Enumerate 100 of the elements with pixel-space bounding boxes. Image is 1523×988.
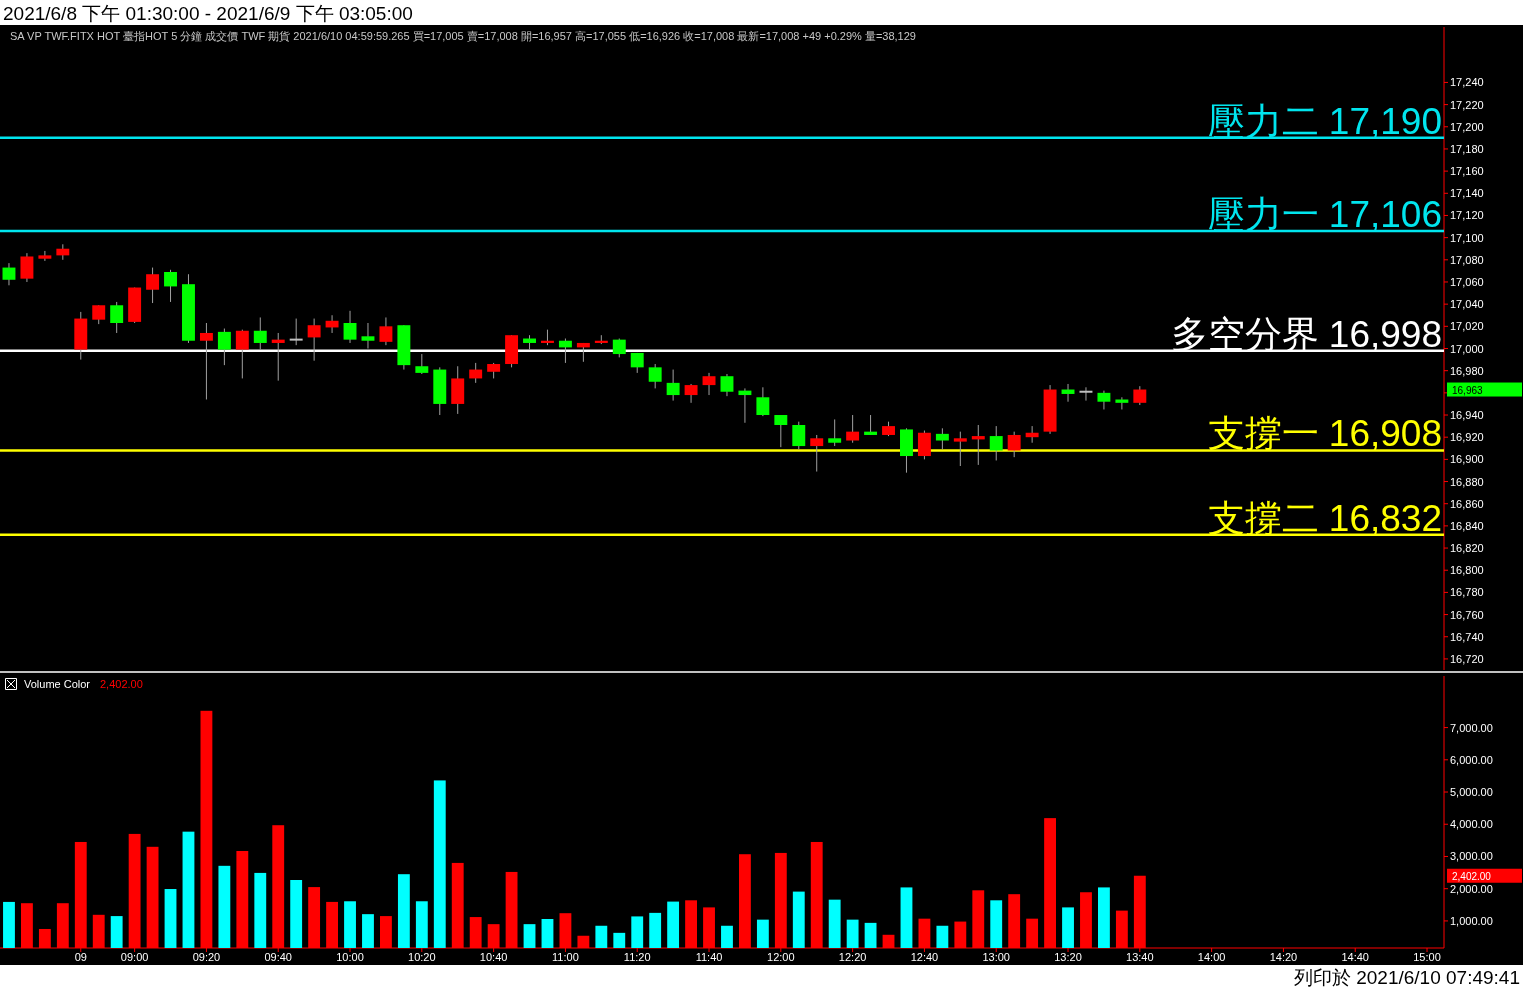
x-tick-label: 14:00	[1197, 951, 1226, 963]
candlestick	[774, 414, 788, 448]
candlestick	[379, 316, 393, 346]
y-tick-label: 17,120	[1450, 209, 1484, 222]
candlestick	[1078, 386, 1094, 402]
y-tick-label: 16,720	[1450, 652, 1484, 665]
x-tick-label: 09:40	[264, 951, 292, 963]
y-tick-label: 17,140	[1450, 187, 1484, 200]
y-tick-label: 17,060	[1450, 275, 1484, 288]
y-tick-label: 16,760	[1450, 608, 1484, 621]
y-tick-label: 7,000.00	[1450, 721, 1493, 734]
x-tick-label: 15:00	[1413, 951, 1441, 963]
y-tick-label: 17,160	[1450, 165, 1484, 178]
candlestick	[271, 332, 285, 382]
annotation: 2,402.00	[100, 678, 143, 690]
y-tick-label: 16,740	[1450, 630, 1484, 643]
candlestick	[1133, 385, 1147, 406]
candlestick	[469, 362, 483, 384]
chart-subtitle: SA VP TWF.FITX HOT 臺指HOT 5 分鐘 成交價 TWF 期貨 2021/6/10 04:59:59.265 買=17,005 賣=17,008 開=16,957 高=17,055 低=16,926 收=17,008 最新=17,008 +49 +0.29% 量=38,129	[10, 30, 916, 42]
y-tick-label: 17,100	[1450, 231, 1484, 244]
candlestick	[1025, 425, 1039, 444]
y-tick-label: 16,800	[1450, 564, 1484, 577]
candlestick	[110, 301, 124, 334]
x-tick-label: 12:20	[838, 951, 867, 963]
x-tick-label: 11:00	[552, 951, 579, 963]
y-tick-label: 1,000.00	[1450, 914, 1493, 927]
x-tick-label: 11:20	[623, 951, 651, 963]
y-tick-label: 4,000.00	[1450, 818, 1493, 831]
candlestick	[846, 414, 860, 444]
text: 2,402.00	[1452, 870, 1492, 882]
ref-line-label: 支撐一 16,908	[1207, 413, 1442, 455]
candlestick	[361, 322, 375, 349]
x-tick-label: 09	[74, 951, 87, 963]
candlestick	[307, 318, 321, 362]
candlestick	[343, 310, 357, 344]
x-tick-label: 13:40	[1126, 951, 1154, 963]
y-tick-label: 5,000.00	[1450, 786, 1493, 799]
candlestick	[1007, 431, 1021, 458]
candlestick	[217, 328, 231, 366]
text: 16,963	[1452, 384, 1484, 396]
candlestick	[953, 431, 967, 467]
ref-line-label: 壓力一 17,106	[1207, 193, 1442, 235]
y-tick-label: 17,240	[1450, 76, 1484, 89]
candlestick	[917, 430, 931, 460]
candlestick	[828, 418, 842, 447]
candlestick	[146, 267, 160, 304]
x-tick-label: 14:40	[1341, 951, 1369, 963]
candlestick	[38, 250, 52, 262]
x-tick-label: 13:00	[982, 951, 1010, 963]
candlestick	[1097, 390, 1111, 410]
x-tick-label: 14:20	[1269, 951, 1298, 963]
x-tick-label: 12:40	[910, 951, 939, 963]
candlestick	[415, 353, 429, 375]
candlestick	[164, 269, 177, 303]
y-tick-label: 16,980	[1450, 364, 1484, 377]
chart-title: 2021/6/8 下午 01:30:00 - 2021/6/9 下午 03:05:00	[3, 3, 413, 24]
candlestick	[864, 414, 878, 436]
chart-title: Volume Color	[24, 678, 91, 690]
candlestick	[989, 425, 1003, 461]
candlestick	[20, 252, 34, 283]
y-tick-label: 17,000	[1450, 342, 1484, 355]
y-tick-label: 6,000.00	[1450, 753, 1493, 766]
candlestick	[810, 434, 824, 473]
y-tick-label: 17,220	[1450, 98, 1484, 111]
candlestick	[199, 322, 213, 400]
x-tick-label: 09:00	[120, 951, 149, 963]
candlestick	[720, 373, 734, 397]
candlestick	[2, 262, 16, 286]
candlestick	[325, 314, 339, 334]
x-tick-label: 09:20	[192, 951, 221, 963]
candlestick	[288, 318, 304, 346]
y-tick-label: 17,040	[1450, 298, 1484, 311]
candlestick	[792, 421, 806, 450]
x-tick-label: 12:00	[767, 951, 795, 963]
ref-line-label: 支撐二 16,832	[1207, 497, 1442, 539]
candlestick	[1115, 396, 1129, 410]
y-tick-label: 3,000.00	[1450, 850, 1493, 863]
y-tick-label: 17,080	[1450, 253, 1484, 266]
x-tick-label: 10:00	[336, 951, 364, 963]
candlestick	[666, 369, 680, 402]
candlestick	[92, 304, 106, 325]
candlestick	[971, 424, 985, 466]
y-tick-label: 16,880	[1450, 475, 1484, 488]
candlestick	[756, 386, 770, 417]
y-tick-label: 16,860	[1450, 497, 1484, 510]
y-tick-label: 16,780	[1450, 586, 1484, 599]
candlestick	[235, 329, 249, 379]
y-tick-label: 16,900	[1450, 453, 1484, 466]
y-tick-label: 16,920	[1450, 431, 1484, 444]
y-tick-label: 2,000.00	[1450, 882, 1493, 895]
x-tick-label: 10:20	[408, 951, 436, 963]
ref-line-label: 壓力二 17,190	[1207, 100, 1442, 142]
candlestick	[935, 427, 949, 450]
candlestick	[684, 383, 698, 404]
candlestick	[738, 387, 752, 424]
candlestick	[702, 372, 716, 396]
y-tick-label: 16,840	[1450, 519, 1484, 532]
candlestick	[648, 363, 662, 389]
candlestick	[558, 338, 572, 364]
text: 列印於 2021/6/10 07:49:41	[1293, 967, 1520, 988]
